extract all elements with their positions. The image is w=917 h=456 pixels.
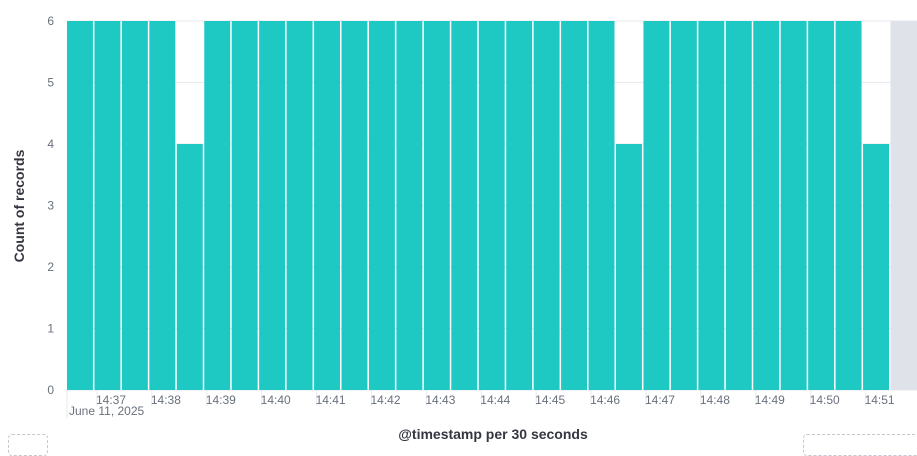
histogram-bar[interactable] bbox=[424, 21, 450, 390]
y-tick-label: 6 bbox=[47, 14, 54, 28]
x-axis-title: @timestamp per 30 seconds bbox=[398, 426, 588, 442]
histogram-bar[interactable] bbox=[396, 21, 422, 390]
histogram-bar[interactable] bbox=[589, 21, 615, 390]
bottom-right-control[interactable] bbox=[803, 434, 917, 456]
histogram-bar[interactable] bbox=[506, 21, 532, 390]
y-tick-label: 2 bbox=[47, 260, 54, 274]
x-tick-label: 14:51 bbox=[865, 393, 895, 407]
histogram-bar[interactable] bbox=[616, 144, 642, 390]
y-tick-label: 4 bbox=[47, 137, 54, 151]
x-tick-label: 14:50 bbox=[810, 393, 840, 407]
x-tick-label: 14:42 bbox=[370, 393, 400, 407]
y-tick-label: 0 bbox=[47, 383, 54, 397]
histogram-bar[interactable] bbox=[259, 21, 285, 390]
histogram-bar[interactable] bbox=[808, 21, 834, 390]
histogram-bar[interactable] bbox=[753, 21, 779, 390]
out-of-range-band bbox=[891, 21, 917, 390]
histogram-bar[interactable] bbox=[232, 21, 258, 390]
x-tick-label: 14:39 bbox=[206, 393, 236, 407]
x-tick-label: 14:48 bbox=[700, 393, 730, 407]
histogram-bar[interactable] bbox=[287, 21, 313, 390]
x-tick-label: 14:44 bbox=[480, 393, 510, 407]
y-tick-label: 3 bbox=[47, 199, 54, 213]
x-tick-label: 14:45 bbox=[535, 393, 565, 407]
x-tick-label: 14:49 bbox=[755, 393, 785, 407]
histogram-bar[interactable] bbox=[149, 21, 175, 390]
histogram-bar[interactable] bbox=[671, 21, 697, 390]
x-tick-label: 14:43 bbox=[425, 393, 455, 407]
x-axis-date-label: June 11, 2025 bbox=[69, 404, 145, 418]
histogram-bar[interactable] bbox=[369, 21, 395, 390]
histogram-bar[interactable] bbox=[204, 21, 230, 390]
x-tick-label: 14:40 bbox=[261, 393, 291, 407]
x-tick-label: 14:46 bbox=[590, 393, 620, 407]
histogram-bar[interactable] bbox=[342, 21, 368, 390]
histogram-bar[interactable] bbox=[122, 21, 148, 390]
histogram-bar[interactable] bbox=[863, 144, 889, 390]
histogram-bar[interactable] bbox=[177, 144, 203, 390]
histogram-bar[interactable] bbox=[781, 21, 807, 390]
histogram-bar[interactable] bbox=[561, 21, 587, 390]
y-axis-title: Count of records bbox=[11, 149, 27, 262]
histogram-bar[interactable] bbox=[726, 21, 752, 390]
x-tick-label: 14:47 bbox=[645, 393, 675, 407]
histogram-bar[interactable] bbox=[314, 21, 340, 390]
histogram-bar[interactable] bbox=[698, 21, 724, 390]
histogram-bar[interactable] bbox=[534, 21, 560, 390]
histogram-bar[interactable] bbox=[643, 21, 669, 390]
y-tick-label: 5 bbox=[47, 76, 54, 90]
histogram-bar[interactable] bbox=[836, 21, 862, 390]
histogram-bar[interactable] bbox=[67, 21, 93, 390]
histogram-bar[interactable] bbox=[479, 21, 505, 390]
histogram-bar[interactable] bbox=[94, 21, 120, 390]
histogram-bar[interactable] bbox=[451, 21, 477, 390]
x-tick-label: 14:38 bbox=[151, 393, 181, 407]
y-tick-label: 1 bbox=[47, 322, 54, 336]
y-axis-ticks: 0 1 2 3 4 5 6 bbox=[47, 14, 54, 397]
bottom-left-control[interactable] bbox=[8, 434, 48, 456]
x-tick-label: 14:41 bbox=[316, 393, 346, 407]
